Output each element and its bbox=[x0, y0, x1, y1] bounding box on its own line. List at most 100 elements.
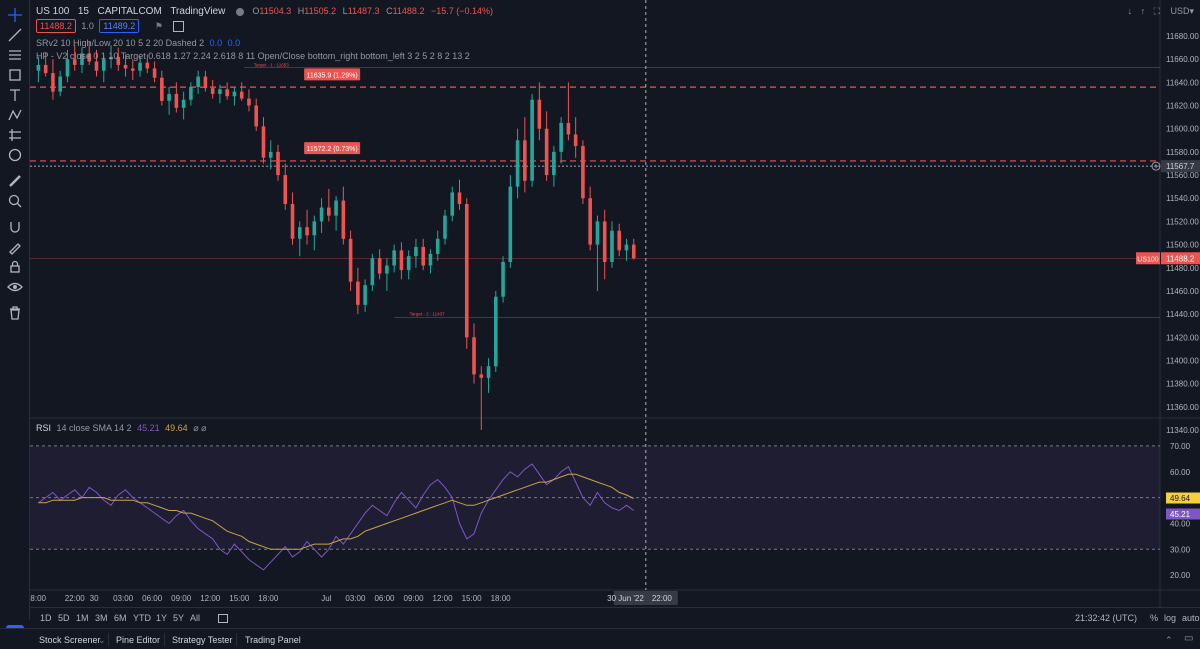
range-1d[interactable]: 1D bbox=[40, 613, 52, 623]
candle-body bbox=[356, 281, 360, 305]
pattern-icon[interactable] bbox=[4, 104, 26, 126]
candle-body bbox=[36, 64, 41, 71]
tab-pine-editor[interactable]: Pine Editor bbox=[116, 635, 161, 645]
arrow-down-icon[interactable]: ↓ bbox=[1127, 6, 1133, 16]
candle-body bbox=[602, 221, 607, 262]
arrow-up-icon[interactable]: ↑ bbox=[1140, 6, 1146, 16]
currency-selector[interactable]: USD bbox=[1170, 6, 1190, 16]
range-6m[interactable]: 6M bbox=[114, 613, 127, 623]
candle-body bbox=[443, 215, 447, 239]
text-icon[interactable] bbox=[4, 84, 26, 106]
horizontal-lines-icon[interactable] bbox=[4, 44, 26, 66]
magnet-icon[interactable] bbox=[4, 216, 26, 238]
crosshair-date-label: 30 Jun '22 bbox=[607, 594, 644, 603]
lock-icon[interactable] bbox=[4, 256, 26, 278]
hp-indicator-legend[interactable]: HP - V2 close 0 1 10 Target 0.618 1.27 2… bbox=[36, 51, 470, 61]
candle-body bbox=[566, 122, 571, 135]
candle-body bbox=[544, 128, 549, 176]
log-scale-toggle[interactable]: log bbox=[1164, 613, 1177, 623]
ask-button[interactable]: 11489.2 bbox=[99, 19, 140, 33]
prediction-icon[interactable] bbox=[4, 124, 26, 146]
utc-clock[interactable]: 21:32:42 (UTC) bbox=[1075, 613, 1138, 623]
rsi-tick-label: 20.00 bbox=[1170, 571, 1191, 580]
chevron-down-icon[interactable]: ⌄ bbox=[98, 635, 106, 645]
candle-body bbox=[268, 151, 273, 158]
rsi-legend[interactable]: RSI 14 close SMA 14 2 45.21 49.64 ⌀ ⌀ bbox=[36, 423, 207, 434]
chevron-down-icon: ▾ bbox=[1189, 6, 1194, 16]
symbol-name[interactable]: US 100 bbox=[36, 6, 70, 17]
price-tick-label: 11420.00 bbox=[1166, 333, 1199, 342]
percent-scale-toggle[interactable]: % bbox=[1150, 613, 1159, 623]
rectangle-icon[interactable] bbox=[4, 64, 26, 86]
trend-line-icon[interactable] bbox=[4, 24, 26, 46]
srv2-indicator-legend[interactable]: SRv2 10 High/Low 20 10 5 2 20 Dashed 2 0… bbox=[36, 38, 240, 48]
price-tick-label: 11620.00 bbox=[1166, 102, 1199, 111]
crosshair-icon[interactable] bbox=[4, 4, 26, 26]
tab-strategy-tester[interactable]: Strategy Tester bbox=[172, 635, 233, 645]
trash-icon[interactable] bbox=[4, 302, 26, 324]
candle-body bbox=[472, 337, 476, 375]
range-1m[interactable]: 1M bbox=[76, 613, 89, 623]
emoji-icon[interactable] bbox=[4, 144, 26, 166]
candle-body bbox=[515, 140, 520, 187]
tab-divider bbox=[236, 633, 237, 646]
target-2-label: Target - 2 : 11437 bbox=[410, 312, 445, 317]
time-tick-label: 30 bbox=[90, 594, 99, 603]
collapse-icon[interactable]: ⌃ bbox=[1165, 635, 1173, 645]
go-to-date-icon[interactable] bbox=[218, 614, 228, 623]
range-ytd[interactable]: YTD bbox=[133, 613, 151, 623]
drawing-mode-icon[interactable] bbox=[4, 236, 26, 258]
price-tick-label: 11660.00 bbox=[1166, 55, 1199, 64]
interval[interactable]: 15 bbox=[77, 6, 89, 17]
ruler-icon[interactable] bbox=[4, 170, 26, 192]
flag-icon[interactable]: ⚑ bbox=[154, 21, 163, 31]
candle-body bbox=[261, 126, 266, 158]
candle-body bbox=[58, 76, 62, 92]
maximize-icon[interactable]: ⛶ bbox=[1153, 6, 1160, 16]
plus-icon bbox=[1154, 164, 1158, 169]
time-tick-label: 15:00 bbox=[229, 594, 250, 603]
hp-params: HP - V2 close 0 1 10 Target 0.618 1.27 2… bbox=[36, 51, 470, 61]
hidden-value-icon: ⌀ ⌀ bbox=[193, 423, 207, 433]
price-tick-label: 11680.00 bbox=[1166, 32, 1199, 41]
range-all[interactable]: All bbox=[190, 613, 201, 623]
bid-button[interactable]: 11488.2 bbox=[36, 19, 76, 33]
candle-body bbox=[399, 250, 404, 271]
candle-body bbox=[334, 200, 338, 216]
candle-body bbox=[43, 64, 48, 74]
range-5d[interactable]: 5D bbox=[58, 613, 70, 623]
range-3m[interactable]: 3M bbox=[95, 613, 108, 623]
candle-body bbox=[363, 285, 367, 305]
srv2-value-b: 0.0 bbox=[227, 38, 241, 48]
price-tick-label: 11500.00 bbox=[1166, 241, 1199, 250]
candle-body bbox=[348, 238, 353, 282]
range-5y[interactable]: 5Y bbox=[173, 613, 185, 623]
rsi-ma-box-label: 49.64 bbox=[1170, 494, 1191, 503]
zoom-icon[interactable] bbox=[4, 190, 26, 212]
chart-area[interactable]: 11680.00 11660.00 11640.00 11620.00 11600.00… bbox=[30, 0, 1200, 620]
chart-canvas[interactable]: 11680.00 11660.00 11640.00 11620.00 11600.00… bbox=[30, 0, 1200, 607]
low-label: L bbox=[342, 6, 348, 16]
candle-body bbox=[450, 192, 455, 216]
screenshot-icon[interactable] bbox=[173, 21, 185, 33]
candle-body bbox=[181, 99, 186, 108]
range-1y[interactable]: 1Y bbox=[156, 613, 168, 623]
left-drawing-toolbar bbox=[0, 0, 30, 643]
candle-body bbox=[385, 265, 389, 274]
auto-scale-toggle[interactable]: auto bbox=[1182, 613, 1200, 623]
candle-body bbox=[138, 62, 142, 71]
candle-body bbox=[174, 93, 179, 108]
candle-body bbox=[87, 53, 92, 62]
eye-icon[interactable] bbox=[4, 276, 26, 298]
candle-body bbox=[239, 91, 244, 99]
time-tick-label: 18:00 bbox=[258, 594, 279, 603]
expand-icon[interactable]: ▭ bbox=[1184, 633, 1194, 644]
market-status-icon bbox=[235, 7, 244, 16]
price-tick-label: 11380.00 bbox=[1166, 380, 1199, 389]
candle-body bbox=[80, 53, 84, 65]
candle-body bbox=[501, 261, 505, 297]
price-tick-label: 11600.00 bbox=[1166, 125, 1199, 134]
tab-trading-panel[interactable]: Trading Panel bbox=[245, 635, 301, 645]
candle-body bbox=[297, 227, 302, 239]
tab-stock-screener[interactable]: Stock Screener bbox=[39, 635, 101, 645]
